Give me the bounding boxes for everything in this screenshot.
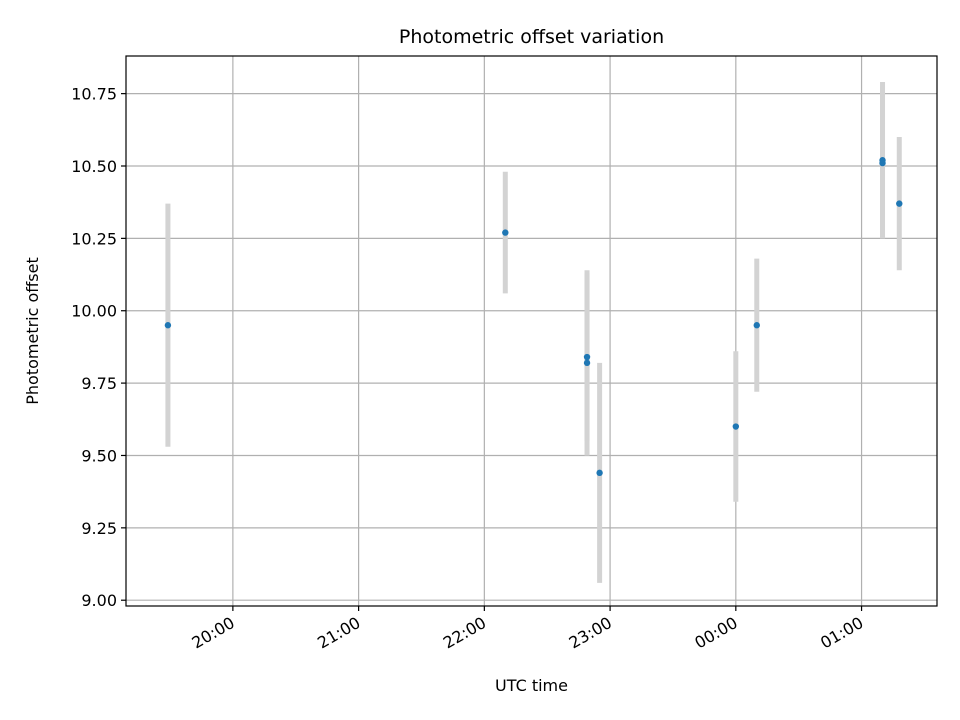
data-point: [896, 200, 903, 207]
data-point: [583, 359, 591, 367]
y-tick-label: 9.75: [81, 374, 117, 393]
y-tick-label: 10.25: [71, 229, 117, 248]
grid: [126, 56, 937, 606]
x-axis-label: UTC time: [495, 676, 568, 695]
chart-title: Photometric offset variation: [399, 26, 664, 48]
y-tick-label: 10.00: [71, 302, 117, 321]
y-axis-label: Photometric offset: [23, 257, 42, 405]
data-point: [164, 322, 172, 329]
data-point: [879, 159, 886, 167]
data-points: [164, 157, 903, 477]
data-point: [583, 353, 591, 361]
data-point: [502, 229, 509, 236]
y-tick-label: 9.25: [81, 519, 117, 538]
data-point: [753, 322, 760, 329]
data-point: [732, 423, 740, 430]
y-tick-label: 10.75: [71, 85, 117, 104]
y-tick-label: 10.50: [71, 157, 117, 176]
plot-area-frame: [125, 55, 938, 607]
data-point: [596, 469, 603, 477]
y-tick-label: 9.50: [81, 446, 117, 465]
y-tick-label: 9.00: [81, 591, 117, 610]
